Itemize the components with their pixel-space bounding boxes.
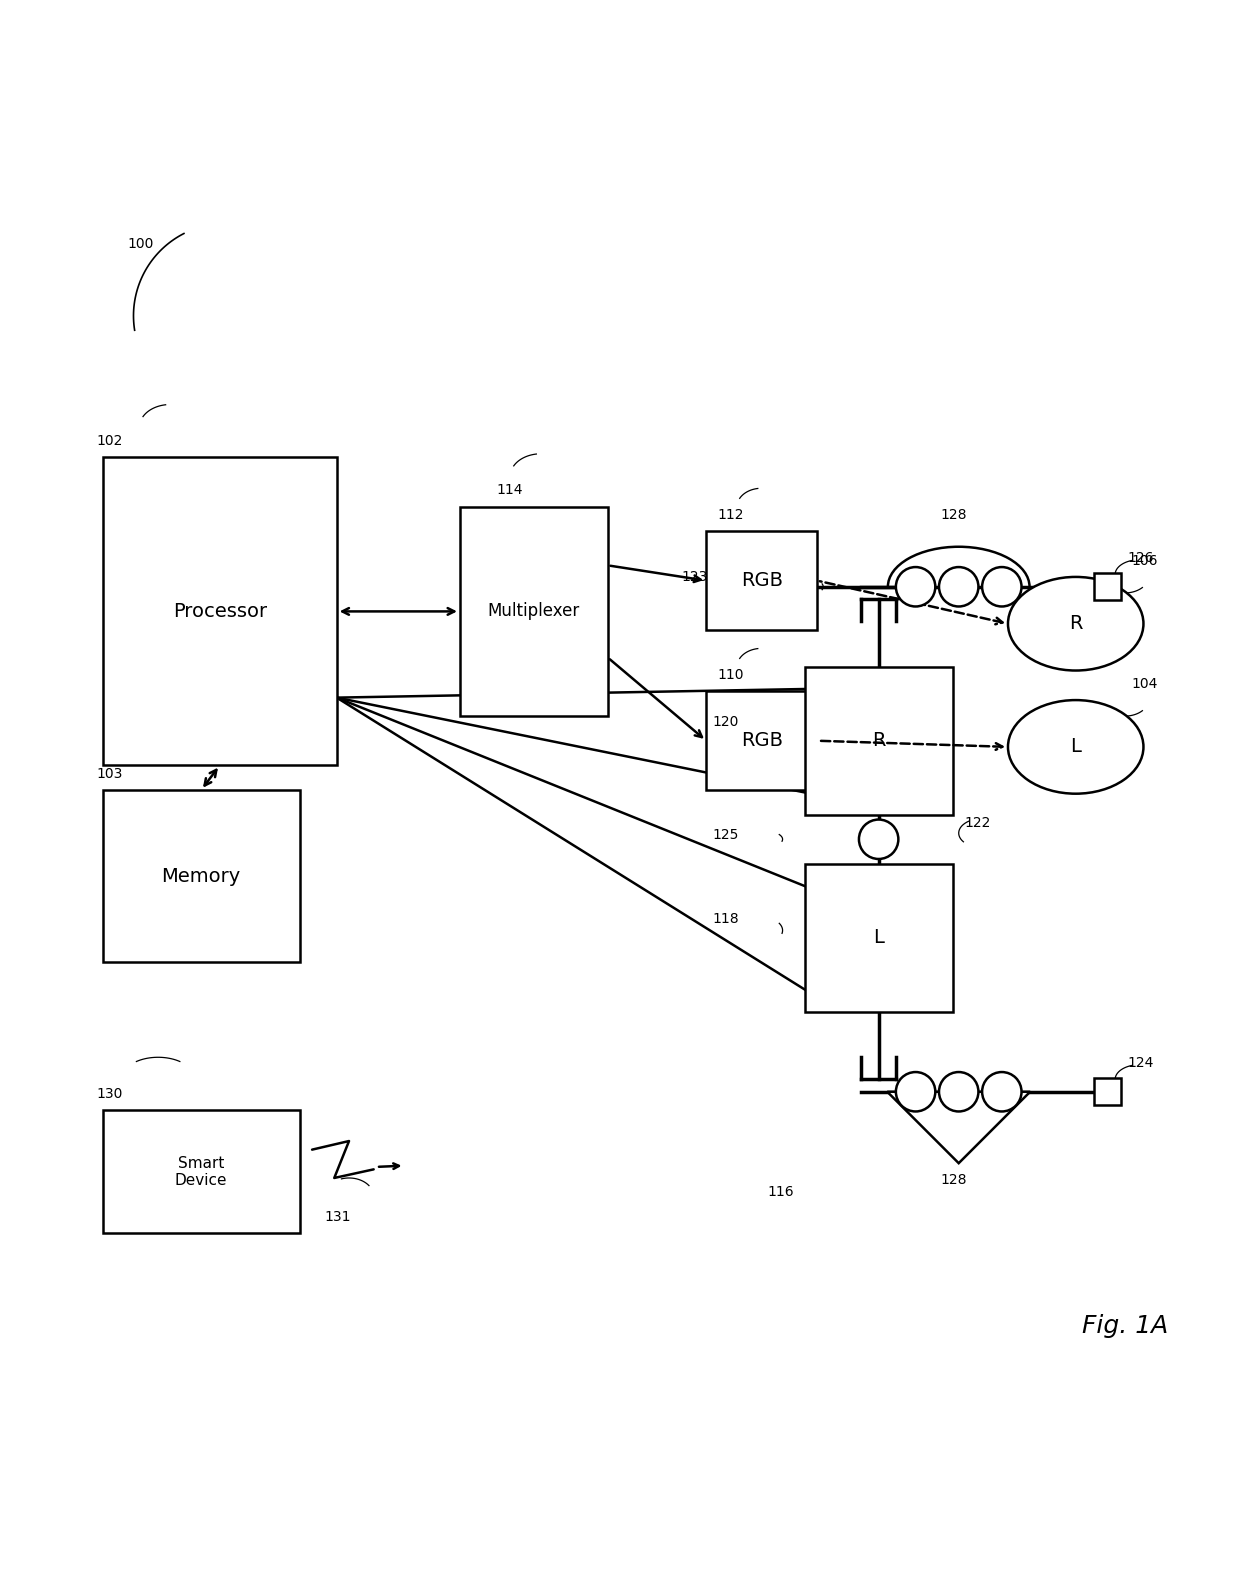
Ellipse shape [1008, 577, 1143, 670]
Polygon shape [888, 1092, 1030, 1163]
Ellipse shape [1008, 700, 1143, 793]
Bar [103, 1111, 300, 1234]
Text: 100: 100 [128, 237, 154, 251]
Circle shape [939, 1073, 978, 1111]
Text: 123: 123 [682, 570, 708, 583]
Text: 110: 110 [717, 668, 744, 683]
Circle shape [895, 567, 935, 607]
Text: 118: 118 [712, 912, 739, 926]
Text: R: R [872, 732, 885, 750]
Bar [460, 507, 608, 716]
Circle shape [982, 567, 1022, 607]
Circle shape [895, 1073, 935, 1111]
Text: 131: 131 [325, 1210, 351, 1224]
Text: Processor: Processor [172, 602, 267, 621]
Circle shape [982, 1073, 1022, 1111]
Text: 122: 122 [965, 815, 991, 830]
Bar [1094, 574, 1121, 600]
Circle shape [859, 820, 898, 860]
Text: Smart
Device: Smart Device [175, 1155, 227, 1188]
Text: 125: 125 [712, 828, 739, 842]
Text: 103: 103 [97, 766, 123, 781]
Text: 128: 128 [940, 1172, 967, 1187]
Text: Memory: Memory [161, 867, 241, 886]
Text: 102: 102 [97, 435, 123, 449]
Bar [707, 692, 817, 790]
Bar [1094, 1078, 1121, 1106]
Bar [805, 864, 952, 1011]
Text: R: R [1069, 615, 1083, 634]
Text: RGB: RGB [740, 570, 782, 589]
Bar [103, 790, 300, 962]
Text: 106: 106 [1131, 553, 1158, 567]
Text: 114: 114 [497, 483, 523, 498]
Text: RGB: RGB [740, 732, 782, 750]
Text: 124: 124 [1127, 1055, 1154, 1070]
Bar [103, 458, 337, 765]
Text: Fig. 1A: Fig. 1A [1081, 1315, 1168, 1338]
Text: 112: 112 [717, 509, 744, 521]
Bar [707, 531, 817, 630]
Bar [805, 667, 952, 815]
Text: 104: 104 [1131, 676, 1157, 690]
Text: 130: 130 [97, 1087, 123, 1101]
Text: 116: 116 [768, 1185, 795, 1199]
Text: L: L [1070, 738, 1081, 757]
Text: 128: 128 [940, 509, 967, 521]
Circle shape [939, 567, 978, 607]
Text: L: L [873, 929, 884, 948]
Text: 120: 120 [712, 716, 739, 728]
Text: 126: 126 [1127, 551, 1154, 566]
Text: Multiplexer: Multiplexer [487, 602, 580, 621]
